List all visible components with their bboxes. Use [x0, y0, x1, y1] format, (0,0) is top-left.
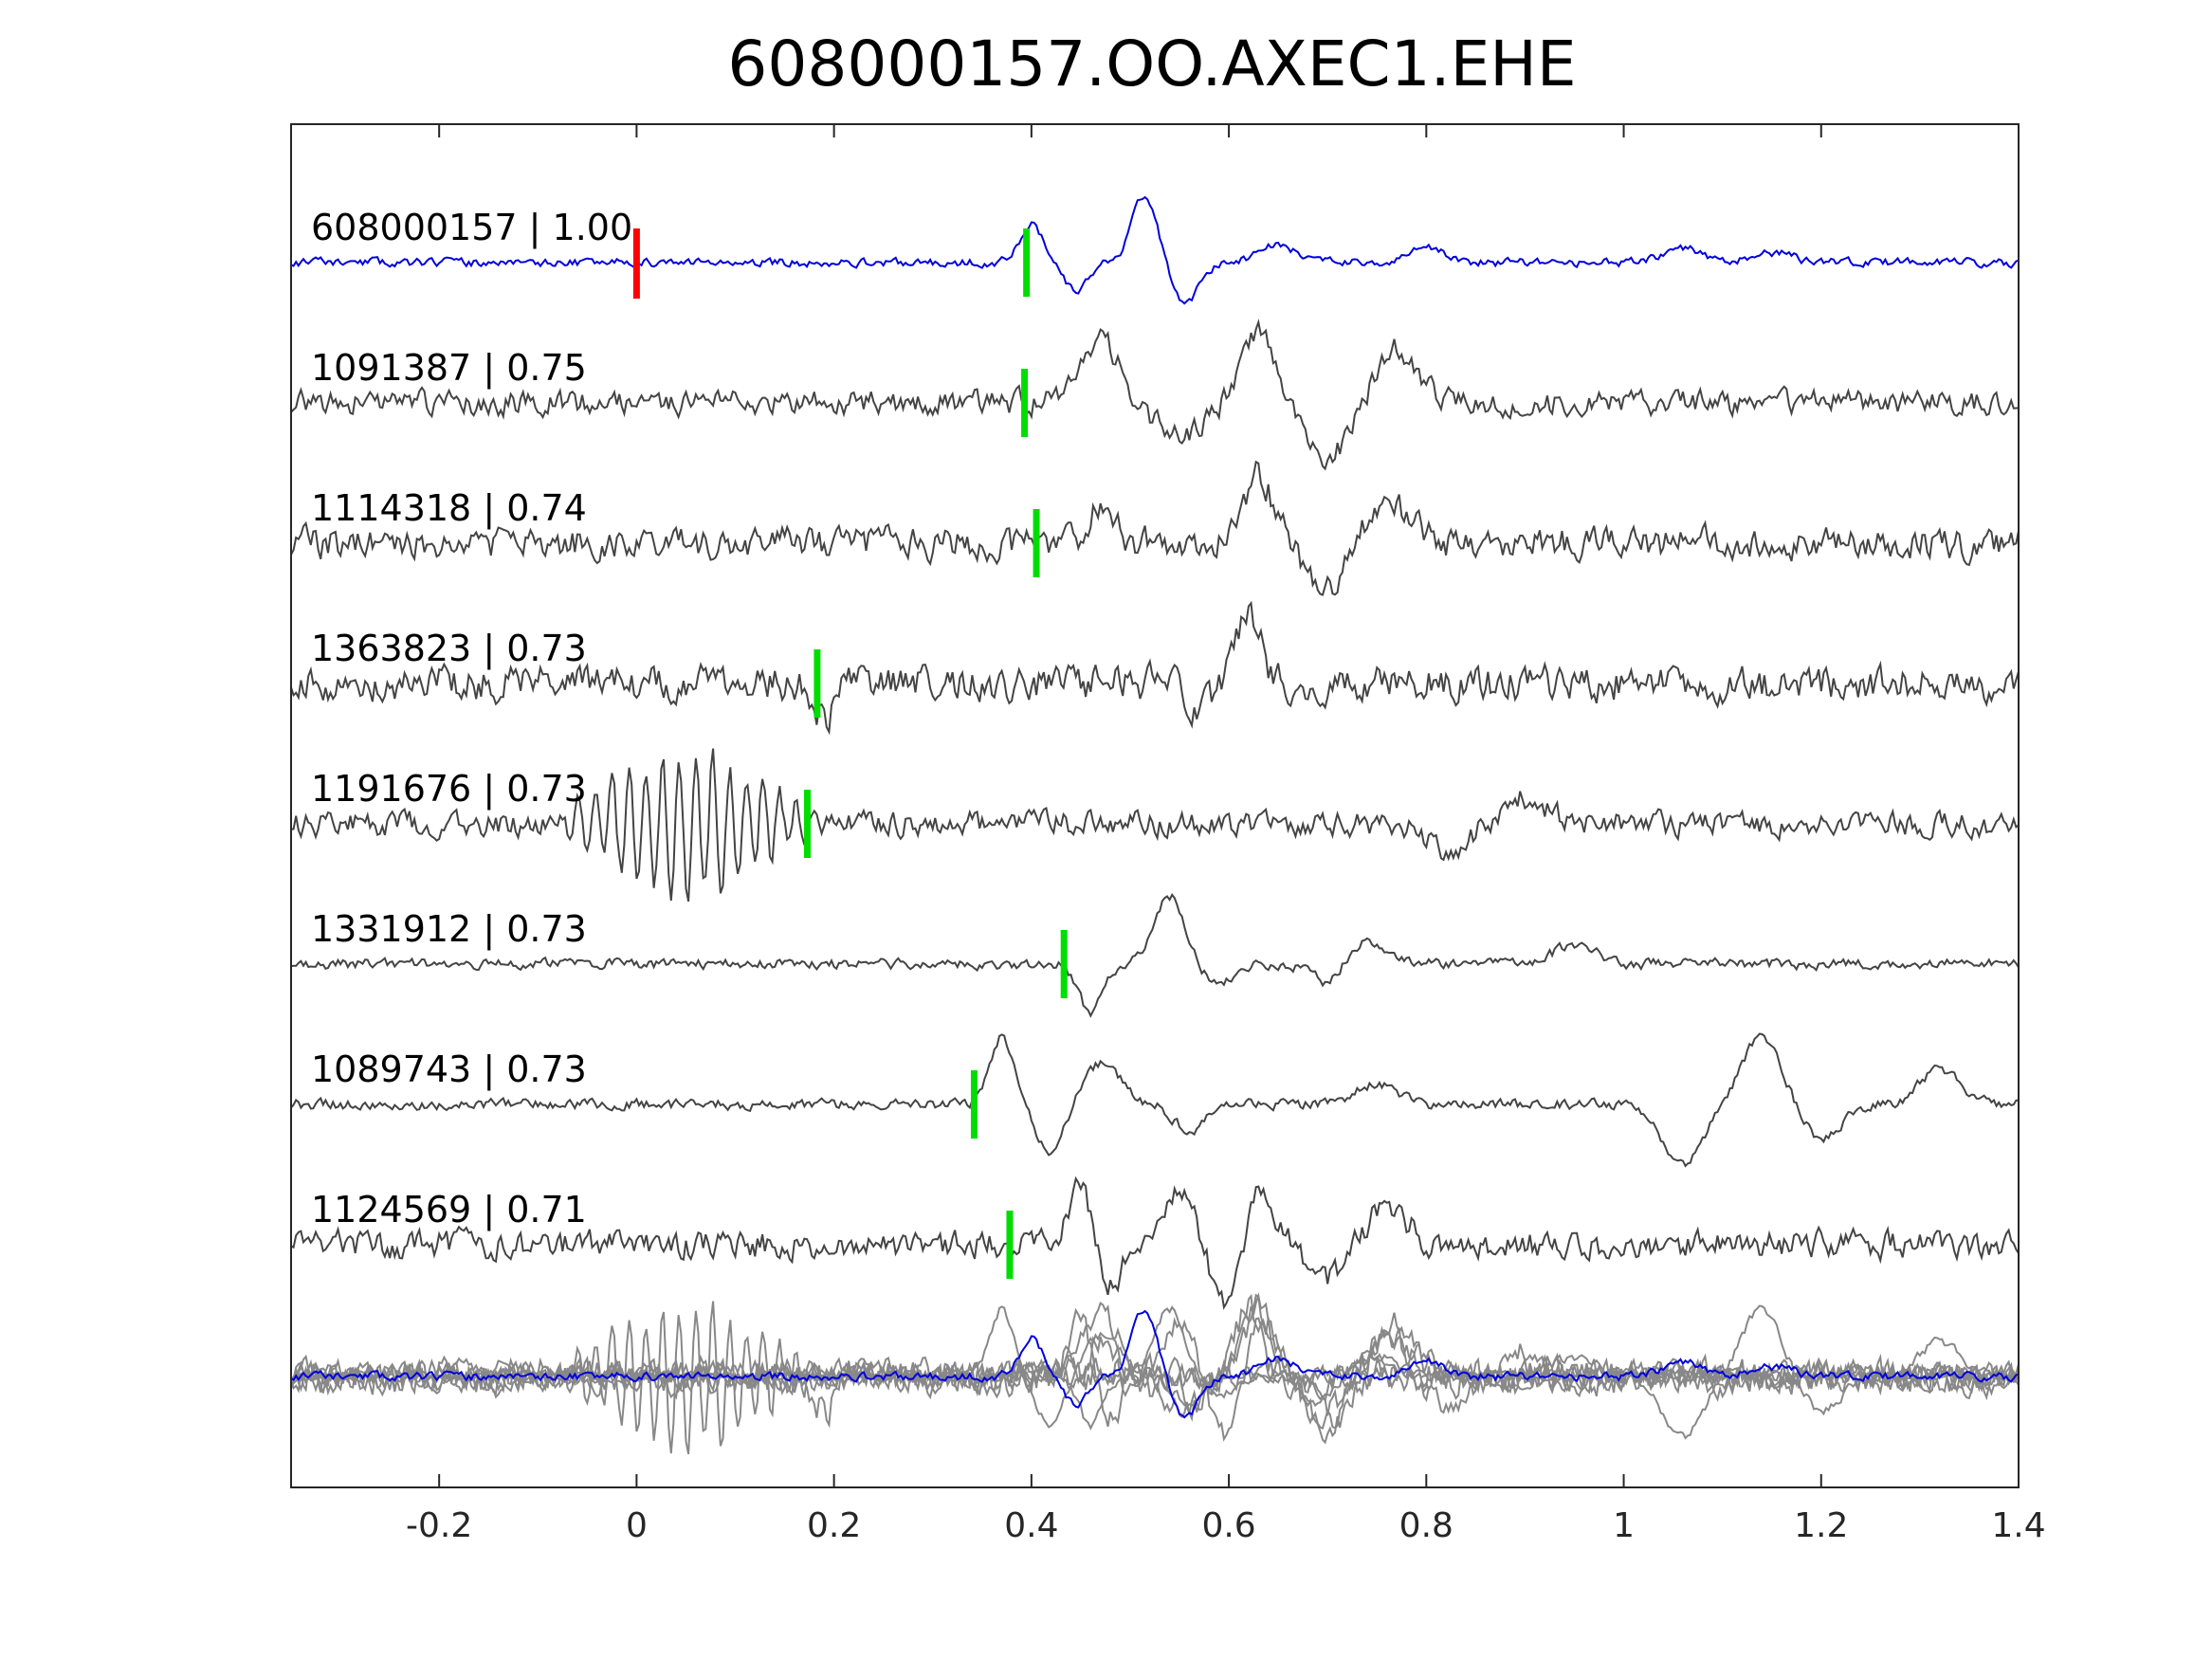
x-tick-label: 0.2 — [807, 1506, 861, 1545]
trace-label: 1363823 | 0.73 — [311, 628, 587, 670]
picks-group — [632, 228, 1068, 1279]
stack-template-trace — [291, 1309, 2019, 1419]
trace-label: 1124569 | 0.71 — [311, 1189, 587, 1231]
waveform-trace — [291, 195, 2019, 305]
axes-box — [290, 123, 2020, 1488]
waveform-trace — [291, 319, 2019, 471]
trace-label: 1191676 | 0.73 — [311, 768, 587, 811]
x-axis-ticks: -0.2 0 0.2 0.4 0.6 0.8 1 1.2 1.4 — [406, 124, 2046, 1545]
waveform-trace — [291, 893, 2019, 1018]
x-tick-label: 0.8 — [1399, 1506, 1453, 1545]
waveform-trace — [291, 600, 2019, 736]
stack-trace — [291, 1307, 2019, 1442]
x-tick-label: 1 — [1613, 1506, 1635, 1545]
trace-label: 1331912 | 0.73 — [311, 908, 587, 951]
trace-label: 1114318 | 0.74 — [311, 487, 587, 530]
trace-label: 1091387 | 0.75 — [311, 347, 587, 390]
waveform-trace — [291, 748, 2019, 902]
x-tick-label: -0.2 — [406, 1506, 472, 1545]
trace-label: 1089743 | 0.73 — [311, 1048, 587, 1091]
x-tick-label: 0 — [626, 1506, 648, 1545]
stack-trace — [291, 1301, 2019, 1455]
trace-label: 608000157 | 1.00 — [311, 207, 632, 249]
x-tick-label: 0.6 — [1201, 1506, 1255, 1545]
waveform-trace — [291, 1032, 2019, 1168]
traces-group — [291, 195, 2019, 1455]
x-tick-label: 0.4 — [1004, 1506, 1058, 1545]
x-tick-label: 1.4 — [1991, 1506, 2045, 1545]
waveform-trace — [291, 1176, 2019, 1310]
waveform-trace — [291, 460, 2019, 596]
trace-labels-group: 608000157 | 1.00 1091387 | 0.75 1114318 | … — [311, 207, 632, 1231]
x-tick-label: 1.2 — [1794, 1506, 1848, 1545]
chart-title: 608000157.OO.AXEC1.EHE — [727, 27, 1576, 100]
